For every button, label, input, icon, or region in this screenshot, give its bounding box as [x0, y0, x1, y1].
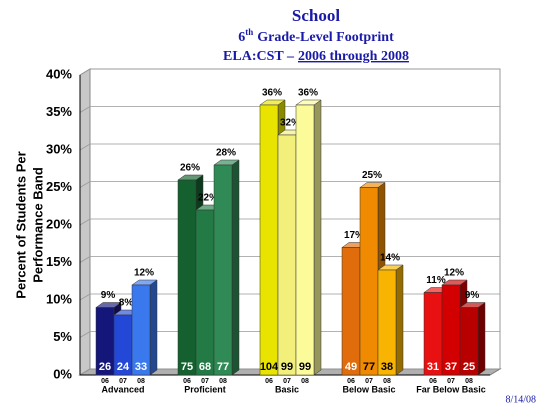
value-label: 12% — [444, 268, 464, 279]
bar — [341, 247, 361, 376]
count-label: 49 — [345, 361, 357, 373]
bar — [213, 164, 233, 376]
bar — [131, 284, 151, 376]
x-tick-label: Advanced — [101, 384, 144, 394]
year-label: 07 — [283, 378, 291, 385]
count-label: 24 — [117, 361, 130, 373]
count-label: 99 — [281, 361, 293, 373]
year-label: 06 — [101, 378, 109, 385]
count-label: 31 — [427, 361, 439, 373]
bar — [359, 187, 379, 376]
count-label: 33 — [135, 361, 147, 373]
bar — [259, 104, 279, 376]
count-label: 75 — [181, 361, 193, 373]
subtitle-rest: Grade-Level Footprint — [257, 30, 394, 45]
bar-side — [149, 279, 158, 376]
year-label: 08 — [383, 378, 391, 385]
x-tick-label: Basic — [275, 384, 299, 394]
y-tick-label: 10% — [46, 291, 72, 306]
chart-subtitle: 6th Grade-Level Footprint — [238, 27, 394, 45]
bar — [277, 134, 297, 376]
year-label: 06 — [429, 378, 437, 385]
x-tick-label: Far Below Basic — [416, 384, 486, 394]
year-label: 07 — [119, 378, 127, 385]
year-label: 08 — [465, 378, 473, 385]
count-label: 77 — [363, 361, 375, 373]
count-label: 25 — [463, 361, 475, 373]
value-label: 22% — [198, 193, 218, 204]
year-label: 07 — [365, 378, 373, 385]
bar — [459, 307, 479, 376]
value-label: 25% — [362, 170, 382, 181]
y-tick-label: 30% — [46, 141, 72, 156]
y-tick-label: 25% — [46, 179, 72, 194]
year-label: 08 — [137, 378, 145, 385]
year-label: 08 — [219, 378, 227, 385]
bar-side — [477, 302, 486, 376]
grid-line — [79, 68, 500, 76]
value-label: 36% — [298, 88, 318, 99]
y-label-line: Performance Band — [30, 167, 45, 283]
y-tick-label: 20% — [46, 216, 72, 231]
bar — [177, 179, 197, 376]
value-label: 28% — [216, 148, 236, 159]
value-label: 36% — [262, 88, 282, 99]
y-tick-label: 15% — [46, 254, 72, 269]
bar-side — [395, 264, 404, 376]
bar-side — [231, 159, 240, 376]
y-tick-label: 35% — [46, 104, 72, 119]
y-tick-label: 40% — [46, 66, 72, 81]
value-label: 9% — [465, 290, 480, 301]
count-label: 26 — [99, 361, 111, 373]
chart-title: School — [292, 6, 340, 25]
bar — [377, 269, 397, 376]
count-label: 37 — [445, 361, 457, 373]
year-label: 08 — [301, 378, 309, 385]
count-label: 68 — [199, 361, 211, 373]
value-label: 8% — [119, 298, 134, 309]
count-label: 104 — [260, 361, 279, 373]
value-label: 14% — [380, 253, 400, 264]
count-label: 38 — [381, 361, 393, 373]
subtitle2-underlined: 2006 through 2008 — [298, 49, 409, 64]
x-tick-label: Below Basic — [342, 384, 395, 394]
count-label: 77 — [217, 361, 229, 373]
x-tick-label: Proficient — [184, 384, 226, 394]
chart-subtitle-2: ELA:CST –2006 through 2008 — [223, 49, 409, 64]
grid-line — [79, 181, 500, 188]
subtitle-lead: 6 — [238, 30, 245, 45]
value-label: 11% — [426, 275, 446, 286]
grid-line — [79, 143, 500, 151]
grid-line — [79, 106, 500, 113]
year-label: 06 — [347, 378, 355, 385]
bar — [195, 209, 215, 376]
count-label: 99 — [299, 361, 311, 373]
year-label: 06 — [183, 378, 191, 385]
value-label: 9% — [101, 290, 116, 301]
value-label: 17% — [344, 230, 364, 241]
year-label: 07 — [447, 378, 455, 385]
y-label-line: Percent of Students Per — [13, 151, 28, 298]
subtitle2-plain: ELA:CST – — [223, 49, 295, 64]
y-tick-label: 0% — [53, 366, 72, 381]
value-label: 26% — [180, 163, 200, 174]
year-label: 06 — [265, 378, 273, 385]
bar — [295, 104, 315, 376]
value-label: 32% — [280, 118, 300, 129]
bar-side — [313, 99, 322, 376]
y-tick-label: 5% — [53, 329, 72, 344]
subtitle-sup: th — [245, 27, 253, 37]
value-label: 12% — [134, 268, 154, 279]
y-axis-label: Percent of Students Per Performance Band — [13, 151, 45, 298]
year-label: 07 — [201, 378, 209, 385]
date: 8/14/08 — [505, 394, 536, 405]
